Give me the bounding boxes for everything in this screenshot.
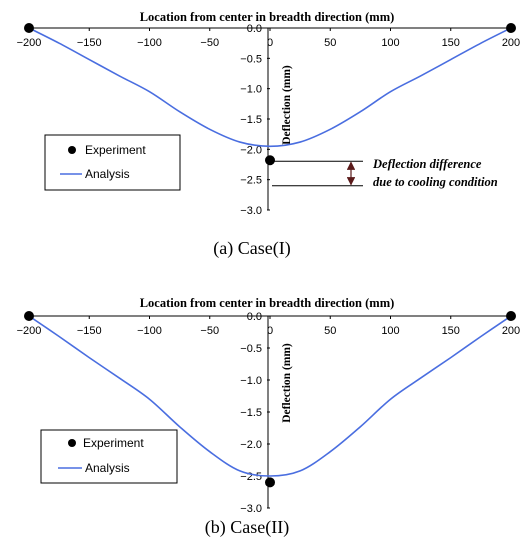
series-points-experiment [24,311,516,488]
data-point-experiment [265,477,275,488]
x-tick-label: 150 [442,325,460,337]
y-ticks: 0.0 −0.5 −1.0 −1.5 −2.0 −2.5 −3.0 [240,311,270,515]
series-line-analysis [28,27,512,148]
y-tick-label: −2.0 [240,144,262,156]
x-tick-label: 50 [324,325,336,337]
y-tick-label: −0.5 [240,53,262,65]
series-line-analysis [28,315,512,477]
y-axis-label: Deflection (mm) [281,343,293,423]
legend-box [44,134,181,191]
y-axis-label: Deflection (mm) [281,65,293,145]
legend-label-analysis: Analysis [85,461,130,475]
x-tick-label: 200 [502,37,520,49]
x-tick-label: 100 [381,325,399,337]
x-tick-label: −50 [200,325,219,337]
series-points-experiment [24,23,516,166]
legend-box [40,429,178,484]
chart-title: Location from center in breadth directio… [140,296,395,310]
x-tick-label: −100 [137,37,162,49]
y-tick-label: −1.5 [240,114,262,126]
x-tick-label: 100 [381,37,399,49]
y-tick-label: −0.5 [240,343,262,355]
x-ticks: −200 −150 −100 −50 0 50 100 150 200 [17,316,520,337]
annotation-text-line2: due to cooling condition [373,175,498,189]
y-tick-label: −2.0 [240,439,262,451]
y-ticks: 0.0 −0.5 −1.0 −1.5 −2.0 −2.5 −3.0 [240,23,270,217]
y-tick-label: 0.0 [247,23,262,35]
y-tick-label: −2.5 [240,175,262,187]
x-tick-label: −150 [77,37,102,49]
chart-caption: (b) Case(II) [205,517,289,538]
y-tick-label: −1.5 [240,407,262,419]
annotation-deflection-difference: Deflection difference due to cooling con… [272,157,498,189]
legend: Experiment Analysis [40,429,178,484]
data-point-experiment [24,23,34,33]
chart-title: Location from center in breadth directio… [140,10,395,24]
legend-label-experiment: Experiment [83,436,144,450]
legend-label-experiment: Experiment [85,143,146,157]
x-tick-label: −150 [77,325,102,337]
legend: Experiment Analysis [44,134,181,191]
x-tick-label: −100 [137,325,162,337]
data-point-experiment [24,311,34,321]
y-tick-label: −1.0 [240,84,262,96]
x-tick-label: 0 [267,37,273,49]
x-tick-label: 50 [324,37,336,49]
legend-label-analysis: Analysis [85,167,130,181]
y-tick-label: −3.0 [240,205,262,217]
data-point-experiment [506,311,516,321]
y-tick-label: −2.5 [240,471,262,483]
annotation-text-line1: Deflection difference [372,157,482,171]
data-point-experiment [265,155,275,166]
legend-marker-experiment [68,439,76,447]
x-tick-label: 150 [442,37,460,49]
x-tick-label: 0 [267,325,273,337]
x-tick-label: 200 [502,325,520,337]
y-tick-label: −1.0 [240,375,262,387]
y-tick-label: 0.0 [247,311,262,323]
x-tick-label: −200 [17,37,42,49]
legend-marker-experiment [68,146,76,154]
chart-panel-case-i: Location from center in breadth directio… [17,10,521,259]
chart-panel-case-ii: Location from center in breadth directio… [17,296,521,538]
y-tick-label: −3.0 [240,503,262,515]
data-point-experiment [506,23,516,33]
x-tick-label: −200 [17,325,42,337]
chart-caption: (a) Case(I) [213,238,290,259]
x-tick-label: −50 [200,37,219,49]
